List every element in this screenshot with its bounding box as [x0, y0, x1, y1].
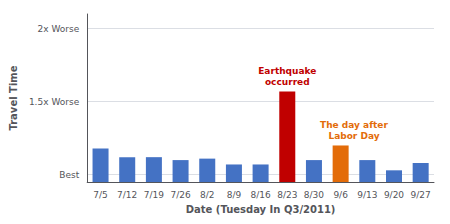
svg-text:7/26: 7/26	[170, 190, 190, 200]
svg-text:9/6: 9/6	[333, 190, 348, 200]
svg-text:Earthquake: Earthquake	[258, 66, 316, 76]
svg-text:1.5x Worse: 1.5x Worse	[29, 97, 80, 107]
svg-text:8/9: 8/9	[227, 190, 242, 200]
svg-text:7/19: 7/19	[144, 190, 164, 200]
svg-text:Date (Tuesday In Q3/2011): Date (Tuesday In Q3/2011)	[186, 204, 336, 215]
svg-text:2x Worse: 2x Worse	[37, 24, 79, 34]
svg-text:9/20: 9/20	[384, 190, 404, 200]
svg-text:9/27: 9/27	[411, 190, 431, 200]
svg-text:Best: Best	[59, 170, 79, 180]
svg-text:7/5: 7/5	[93, 190, 107, 200]
svg-text:8/16: 8/16	[250, 190, 270, 200]
svg-text:occurred: occurred	[265, 77, 310, 87]
svg-text:7/12: 7/12	[117, 190, 137, 200]
svg-text:Travel Time: Travel Time	[8, 65, 19, 130]
svg-text:Labor Day: Labor Day	[328, 131, 379, 141]
svg-text:8/2: 8/2	[200, 190, 214, 200]
svg-text:8/23: 8/23	[277, 190, 297, 200]
svg-text:9/13: 9/13	[357, 190, 377, 200]
svg-text:The day after: The day after	[320, 120, 388, 130]
svg-text:8/30: 8/30	[304, 190, 324, 200]
